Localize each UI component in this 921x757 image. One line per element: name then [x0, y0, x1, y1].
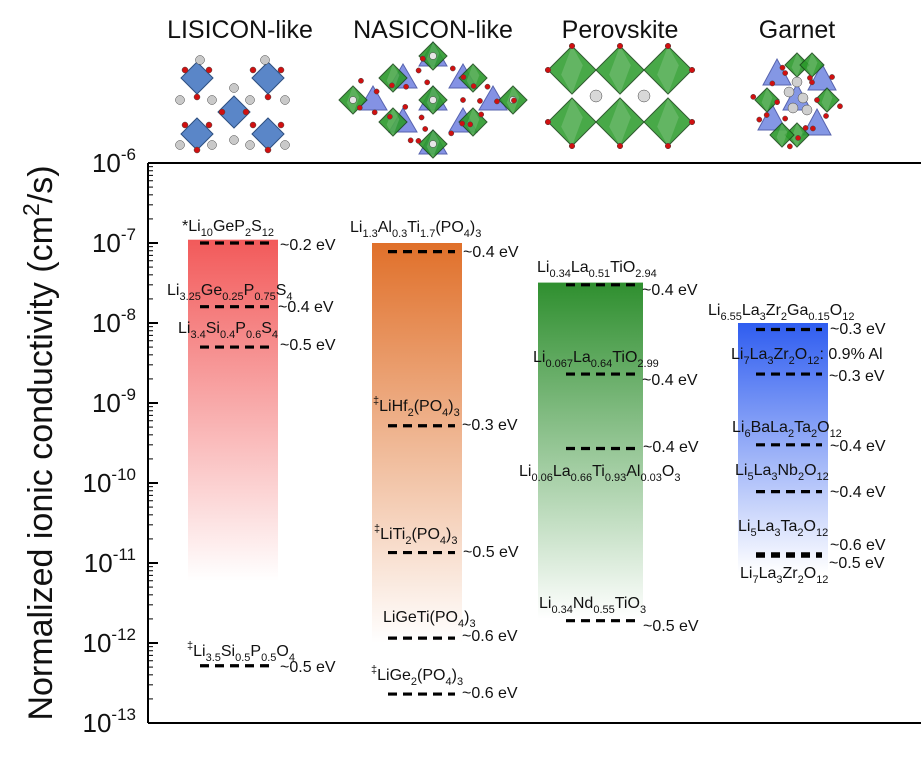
material-entry: ‡LiGe2(PO4)3~0.6 eV [371, 664, 518, 702]
material-entry: Li5La3Nb2O12~0.4 eV [735, 462, 886, 501]
material-formula: *Li10GeP2S12 [182, 218, 274, 239]
category-header-nasicon-like: NASICON-like [353, 16, 513, 44]
garnet-crystal-structure [750, 52, 843, 150]
category-headers: LISICON-like NASICON-like Perovskite Garnet [167, 16, 835, 44]
material-formula: Li5La3Nb2O12 [735, 462, 829, 483]
nasicon-crystal-structure [338, 41, 528, 159]
activation-energy-label: ~0.5 eV [280, 659, 336, 676]
material-formula: Li5La3Ta2O12 [738, 518, 828, 539]
y-tick-label: 10-6 [92, 145, 136, 178]
category-header-lisicon-like: LISICON-like [167, 16, 313, 44]
bar-lisicon-like [188, 239, 278, 581]
y-tick-label: 10-7 [92, 225, 136, 258]
material-entry: Li3.25Ge0.25P0.75S4~0.4 eV [167, 282, 334, 316]
bar-perovskite [538, 282, 643, 619]
activation-energy-label: ~0.2 eV [280, 237, 336, 254]
activation-energy-label: ~0.4 eV [830, 484, 886, 501]
bar-garnet [738, 323, 828, 573]
y-axis-title: Normalized ionic conductivity (cm2/s) [18, 165, 60, 720]
activation-energy-label: ~0.3 eV [830, 321, 886, 338]
material-formula: Li0.34La0.51TiO2.94 [537, 259, 657, 280]
material-entry: Li6.55La3Zr2Ga0.15O12~0.3 eV [708, 302, 886, 338]
y-axis-label: Normalized ionic conductivity (cm2/s) [18, 165, 60, 720]
activation-energy-label: ~0.5 eV [463, 544, 519, 561]
material-formula: Li0.06La0.66Ti0.93Al0.03O3 [519, 463, 680, 484]
material-entry: Li3.4Si0.4P0.6S4~0.5 eV [178, 320, 336, 354]
activation-energy-label: ~0.3 eV [462, 417, 518, 434]
y-tick-label: 10-10 [83, 465, 137, 498]
material-formula: ‡LiHf2(PO4)3 [373, 395, 460, 419]
material-entry: Li7La3Zr2O12: 0.9% Al~0.3 eV [731, 346, 885, 385]
lisicon-crystal-structure [175, 55, 290, 154]
material-formula: Li1.3Al0.3Ti1.7(PO4)3 [350, 219, 481, 240]
material-entry: ‡LiHf2(PO4)3~0.3 eV [373, 395, 518, 434]
material-formula: ‡LiGe2(PO4)3 [371, 664, 463, 688]
material-formula: Li7La3Zr2O12: 0.9% Al [731, 346, 883, 367]
activation-energy-label: ~0.6 eV [830, 537, 886, 554]
material-entry: *Li10GeP2S12 ~0.2 eV [182, 218, 336, 254]
material-entry: Li0.06La0.66Ti0.93Al0.03O3 ~0.4 eV [519, 439, 699, 484]
y-tick-label: 10-11 [84, 545, 136, 578]
perovskite-crystal-structure [544, 42, 696, 150]
material-formula: Li7La3Zr2O12 [740, 565, 828, 586]
activation-energy-label: ~0.6 eV [462, 685, 518, 702]
activation-energy-label: ~0.4 eV [463, 244, 519, 261]
structure-illustrations [175, 41, 843, 159]
material-entry: Li0.34La0.51TiO2.94 ~0.4 eV [537, 259, 698, 299]
activation-energy-label: ~0.4 eV [643, 439, 699, 456]
activation-energy-label: ~0.5 eV [280, 337, 336, 354]
material-entry: Li5La3Ta2O12~0.6 eV [738, 518, 886, 556]
activation-energy-label: ~0.4 eV [278, 299, 334, 316]
material-entry: Li1.3Al0.3Ti1.7(PO4)3 ~0.4 eV [350, 219, 519, 261]
material-formula: Li3.25Ge0.25P0.75S4 [167, 282, 293, 303]
material-entry: ‡LiTi2(PO4)3 ~0.5 eV [374, 523, 519, 561]
material-formula: Li6.55La3Zr2Ga0.15O12 [708, 302, 855, 323]
material-entry: Li0.067La0.64TiO2.99 ~0.4 eV [533, 349, 698, 389]
material-formula: Li6BaLa2Ta2O12 [732, 419, 842, 440]
y-axis-ticks: 10-6 10-7 10-8 10-9 10-10 10-11 10-12 10-13 [83, 145, 158, 738]
material-entry: Li0.34Nd0.55TiO3 ~0.5 eV [539, 595, 699, 635]
bar-nasicon-like [372, 243, 462, 643]
material-formula: LiGeTi(PO4)3 [383, 609, 476, 630]
y-tick-label: 10-8 [92, 305, 136, 338]
activation-energy-label: ~0.4 eV [642, 372, 698, 389]
material-entry: LiGeTi(PO4)3~0.6 eV [383, 609, 518, 645]
material-levels: *Li10GeP2S12~0.2 eVLi3.25Ge0.25P0.75S4~0… [167, 218, 886, 702]
activation-energy-label: ~0.4 eV [830, 438, 886, 455]
activation-energy-label: ~0.3 eV [829, 368, 885, 385]
conductivity-bars [188, 239, 828, 643]
material-entry: Li7La3Zr2O12~0.5 eV [740, 554, 885, 586]
material-formula: Li3.4Si0.4P0.6S4 [178, 320, 278, 341]
y-tick-label: 10-12 [83, 625, 137, 658]
y-tick-label: 10-13 [83, 705, 137, 738]
activation-energy-label: ~0.5 eV [829, 555, 885, 572]
category-header-garnet: Garnet [759, 16, 835, 44]
activation-energy-label: ~0.4 eV [642, 282, 698, 299]
plot-axes [147, 162, 921, 724]
activation-energy-label: ~0.5 eV [643, 618, 699, 635]
category-header-perovskite: Perovskite [562, 16, 679, 44]
material-entry: Li6BaLa2Ta2O12~0.4 eV [732, 419, 886, 455]
activation-energy-label: ~0.6 eV [462, 628, 518, 645]
material-entry: ‡Li3.5Si0.5P0.5O4~0.5 eV [187, 640, 336, 676]
y-tick-label: 10-9 [92, 385, 136, 418]
material-formula: Li0.34Nd0.55TiO3 [539, 595, 646, 616]
material-formula: ‡LiTi2(PO4)3 [374, 523, 457, 547]
material-formula: ‡Li3.5Si0.5P0.5O4 [187, 640, 295, 664]
material-formula: Li0.067La0.64TiO2.99 [533, 349, 659, 370]
